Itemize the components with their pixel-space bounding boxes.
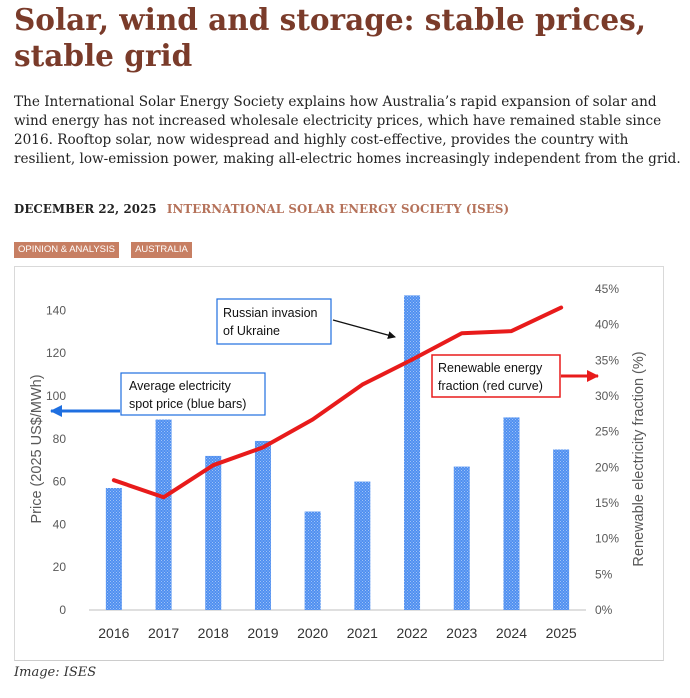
y-axis-right-title: Renewable electricity fraction (%)	[631, 351, 647, 566]
x-tick-label: 2024	[496, 625, 527, 641]
y-tick-right-label: 40%	[595, 318, 619, 332]
renewable-point-2021	[361, 384, 363, 386]
y-tick-left-label: 20	[53, 560, 67, 574]
renewable-point-2025	[560, 307, 562, 309]
renewable-point-2017	[163, 496, 165, 498]
y-tick-right-label: 20%	[595, 460, 619, 474]
x-tick-label: 2021	[347, 625, 378, 641]
renewable-point-2024	[510, 330, 512, 332]
bar-series	[105, 295, 570, 610]
annotation-renewable: Renewable energy fraction (red curve)	[431, 354, 599, 398]
renewable-point-2020	[312, 419, 314, 421]
annotation-ukraine-line2: of Ukraine	[223, 324, 280, 338]
y-axis-left-title: Price (2025 US$/MWh)	[29, 374, 45, 523]
renewable-fraction-line	[111, 305, 564, 500]
y-tick-right-label: 45%	[595, 282, 619, 296]
renewable-point-2016	[113, 479, 115, 481]
bar-2023	[453, 466, 470, 610]
y-tick-right-label: 25%	[595, 425, 619, 439]
annotation-price-line1: Average electricity	[129, 379, 232, 393]
y-tick-left-label: 100	[46, 389, 66, 403]
y-tick-right-label: 35%	[595, 353, 619, 367]
article-meta: DECEMBER 22, 2025 INTERNATIONAL SOLAR EN…	[14, 202, 684, 216]
publish-date: DECEMBER 22, 2025	[14, 202, 157, 216]
figure-frame	[14, 266, 664, 661]
annotation-renewable-line2: fraction (red curve)	[438, 379, 543, 393]
bar-2022	[404, 295, 421, 610]
y-tick-right-label: 0%	[595, 603, 613, 617]
renewable-point-2023	[461, 332, 463, 334]
annotation-price-box	[120, 372, 266, 416]
bar-2025	[553, 449, 570, 610]
y-tick-right-label: 15%	[595, 496, 619, 510]
image-caption: Image: ISES	[14, 665, 97, 680]
x-tick-label: 2016	[98, 625, 129, 641]
source-link[interactable]: INTERNATIONAL SOLAR ENERGY SOCIETY (ISES…	[166, 202, 510, 216]
x-tick-label: 2019	[247, 625, 278, 641]
y-tick-right-label: 10%	[595, 532, 619, 546]
x-tick-label: 2020	[297, 625, 328, 641]
y-tick-right-label: 5%	[595, 567, 613, 581]
renewable-point-2019	[262, 446, 264, 448]
y-tick-left-label: 140	[46, 303, 66, 317]
x-tick-label: 2025	[546, 625, 577, 641]
price-renewable-chart: 0 20 40 60 80 100 120 140 0% 5% 10% 15% 20% 25% 30% 35…	[29, 282, 647, 641]
tag-list: OPINION & ANALYSIS AUSTRALIA	[14, 237, 199, 258]
y-tick-left-label: 40	[53, 517, 67, 531]
line-series	[111, 305, 564, 500]
article-lead: The International Solar Energy Society e…	[14, 94, 681, 167]
y-tick-left-label: 120	[46, 346, 66, 360]
annotation-ukraine-arrow	[332, 319, 396, 340]
bar-2020	[304, 511, 321, 610]
x-tick-label: 2022	[396, 625, 427, 641]
annotation-price: Average electricity spot price (blue bar…	[50, 372, 266, 417]
bar-2024	[503, 417, 520, 610]
x-tick-label: 2017	[148, 625, 179, 641]
bar-2021	[354, 481, 371, 610]
x-tick-label: 2023	[446, 625, 477, 641]
tag-opinion-analysis[interactable]: OPINION & ANALYSIS	[14, 242, 119, 258]
renewable-point-2022	[411, 359, 413, 361]
annotation-ukraine-line1: Russian invasion	[223, 306, 318, 320]
bar-2016	[105, 488, 122, 610]
y-tick-left-label: 0	[59, 603, 66, 617]
y-tick-right-label: 30%	[595, 389, 619, 403]
y-tick-left-label: 60	[53, 475, 67, 489]
annotation-price-line2: spot price (blue bars)	[129, 397, 246, 411]
annotation-ukraine: Russian invasion of Ukraine	[216, 298, 396, 345]
article-title: Solar, wind and storage: stable prices, …	[14, 2, 646, 73]
annotation-ukraine-box	[216, 298, 332, 345]
y-axis-right-ticks: 0% 5% 10% 15% 20% 25% 30% 35% 40% 45%	[595, 282, 619, 617]
tag-australia[interactable]: AUSTRALIA	[131, 242, 192, 258]
annotation-renewable-line1: Renewable energy	[438, 361, 543, 375]
bar-2017	[155, 419, 172, 610]
renewable-point-2018	[212, 464, 214, 466]
x-tick-label: 2018	[198, 625, 229, 641]
y-axis-left-ticks: 0 20 40 60 80 100 120 140	[46, 303, 66, 617]
x-axis-ticks: 2016 2017 2018 2019 2020 2021 2022 2023 2024 2025	[98, 625, 577, 641]
bar-2018	[205, 455, 222, 610]
annotation-renewable-box	[431, 354, 561, 398]
y-tick-left-label: 80	[53, 432, 67, 446]
bar-2019	[254, 440, 271, 610]
